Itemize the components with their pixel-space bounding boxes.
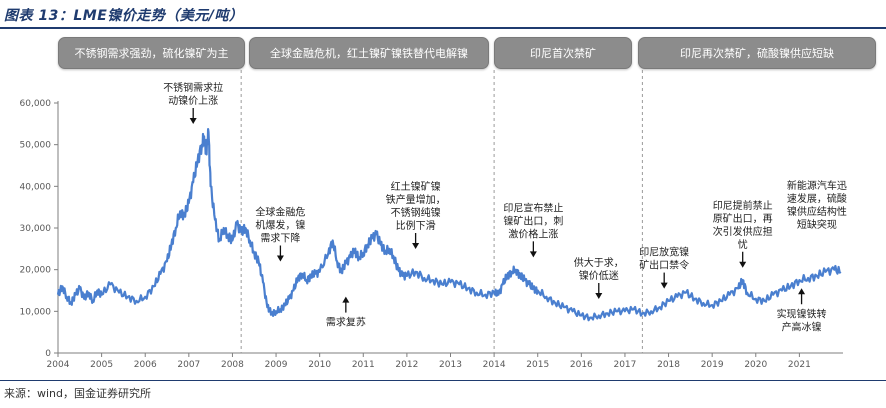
annotation-line: 需求复苏 xyxy=(326,316,366,329)
x-tick-label: 2010 xyxy=(308,360,331,370)
annotation-line: 需求下降 xyxy=(260,232,300,245)
annotation-line: 不锈钢纯镍 xyxy=(391,206,441,219)
x-tick-label: 2018 xyxy=(657,360,680,370)
phase-box-2: 全球金融危机，红土镍矿镍铁替代电解镍 xyxy=(249,37,489,69)
series-line-lme-nickel xyxy=(56,128,842,322)
annotation-5: 印尼宣布禁止镍矿出口，刺激价格上涨 xyxy=(503,201,563,240)
annotation-line: 次引发供应担 xyxy=(713,225,773,238)
annotation-line: 动镍价上涨 xyxy=(168,94,218,107)
annotation-line: 速发展，硫酸 xyxy=(787,192,847,205)
annotation-line: 全球金融危 xyxy=(255,206,305,219)
annotation-line: 忧 xyxy=(738,238,748,251)
annotation-line: 比例下滑 xyxy=(396,219,436,232)
annotation-arrow-head xyxy=(342,296,350,303)
x-tick-label: 2004 xyxy=(47,360,70,370)
annotation-arrow-head xyxy=(660,282,668,289)
figure-title: 图表 13：LME镍价走势（美元/吨） xyxy=(4,8,244,24)
annotation-line: 短缺突现 xyxy=(797,218,837,231)
annotation-line: 矿出口禁令 xyxy=(639,259,689,272)
x-tick-label: 2016 xyxy=(570,360,593,370)
annotation-arrow-head xyxy=(529,251,537,258)
x-tick-label: 2011 xyxy=(352,360,375,370)
y-tick-label: 40,000 xyxy=(20,182,52,192)
annotation-line: 产高冰镍 xyxy=(782,320,822,333)
x-tick-label: 2017 xyxy=(613,360,636,370)
phase-box-4: 印尼再次禁矿，硫酸镍供应短缺 xyxy=(638,37,876,69)
x-tick-label: 2013 xyxy=(439,360,462,370)
annotation-arrow-head xyxy=(739,261,747,268)
annotation-10: 新能源汽车迅速发展，硫酸镍供应结构性短缺突现 xyxy=(787,179,847,231)
annotation-line: 镍价低迷 xyxy=(579,269,619,282)
annotation-7: 印尼放宽镍矿出口禁令 xyxy=(639,246,689,272)
y-tick-label: 20,000 xyxy=(20,266,52,276)
annotation-3: 需求复苏 xyxy=(326,316,366,329)
annotation-line: 镍供应结构性 xyxy=(787,205,847,218)
annotation-8: 印尼提前禁止原矿出口，再次引发供应担忧 xyxy=(713,199,773,251)
annotation-line: 印尼宣布禁止 xyxy=(503,201,563,214)
y-tick-label: 60,000 xyxy=(20,99,52,109)
y-tick-label: 0 xyxy=(45,349,51,359)
annotation-6: 供大于求，镍价低迷 xyxy=(574,256,624,282)
annotation-line: 印尼放宽镍 xyxy=(639,246,689,259)
annotation-line: 原矿出口，再 xyxy=(713,212,773,225)
annotation-arrow-head xyxy=(798,288,806,295)
x-tick-label: 2015 xyxy=(526,360,549,370)
annotation-4: 红土镍矿镍铁产量增加，不锈钢纯镍比例下滑 xyxy=(386,180,446,232)
source-note: 来源：wind，国金证券研究所 xyxy=(4,387,152,400)
y-tick-label: 10,000 xyxy=(20,307,52,317)
annotation-arrow-head xyxy=(189,118,197,124)
title-rule xyxy=(0,27,886,29)
annotation-line: 机爆发，镍 xyxy=(255,219,305,232)
annotation-line: 铁产量增加， xyxy=(386,193,446,206)
annotation-line: 印尼提前禁止 xyxy=(713,199,773,212)
annotation-line: 新能源汽车迅 xyxy=(787,179,847,192)
annotation-1: 不锈钢需求拉动镍价上涨 xyxy=(163,81,223,107)
x-tick-label: 2019 xyxy=(701,360,724,370)
annotation-arrow-head xyxy=(412,243,420,249)
x-tick-label: 2020 xyxy=(744,360,767,370)
x-tick-label: 2012 xyxy=(395,360,418,370)
annotation-line: 红土镍矿镍 xyxy=(391,180,441,193)
annotation-line: 镍矿出口，刺 xyxy=(503,214,563,227)
x-tick-label: 2005 xyxy=(90,360,113,370)
x-tick-label: 2008 xyxy=(221,360,244,370)
x-tick-label: 2021 xyxy=(788,360,811,370)
annotation-line: 不锈钢需求拉 xyxy=(163,81,223,94)
annotation-9: 实现镍铁转产高冰镍 xyxy=(777,307,827,333)
phase-box-1: 不锈钢需求强劲，硫化镍矿为主 xyxy=(58,37,245,69)
annotation-line: 实现镍铁转 xyxy=(777,307,827,320)
x-tick-label: 2009 xyxy=(265,360,288,370)
annotation-line: 供大于求， xyxy=(574,256,624,269)
x-tick-label: 2014 xyxy=(483,360,506,370)
x-tick-label: 2006 xyxy=(134,360,157,370)
annotation-arrow-head xyxy=(276,255,284,262)
annotation-line: 激价格上涨 xyxy=(508,227,558,240)
phase-box-3: 印尼首次禁矿 xyxy=(494,37,632,69)
bottom-rule xyxy=(0,380,886,381)
y-tick-label: 30,000 xyxy=(20,224,52,234)
y-tick-label: 50,000 xyxy=(20,141,52,151)
annotation-2: 全球金融危机爆发，镍需求下降 xyxy=(255,206,305,245)
annotation-arrow-head xyxy=(595,293,603,299)
x-tick-label: 2007 xyxy=(177,360,200,370)
